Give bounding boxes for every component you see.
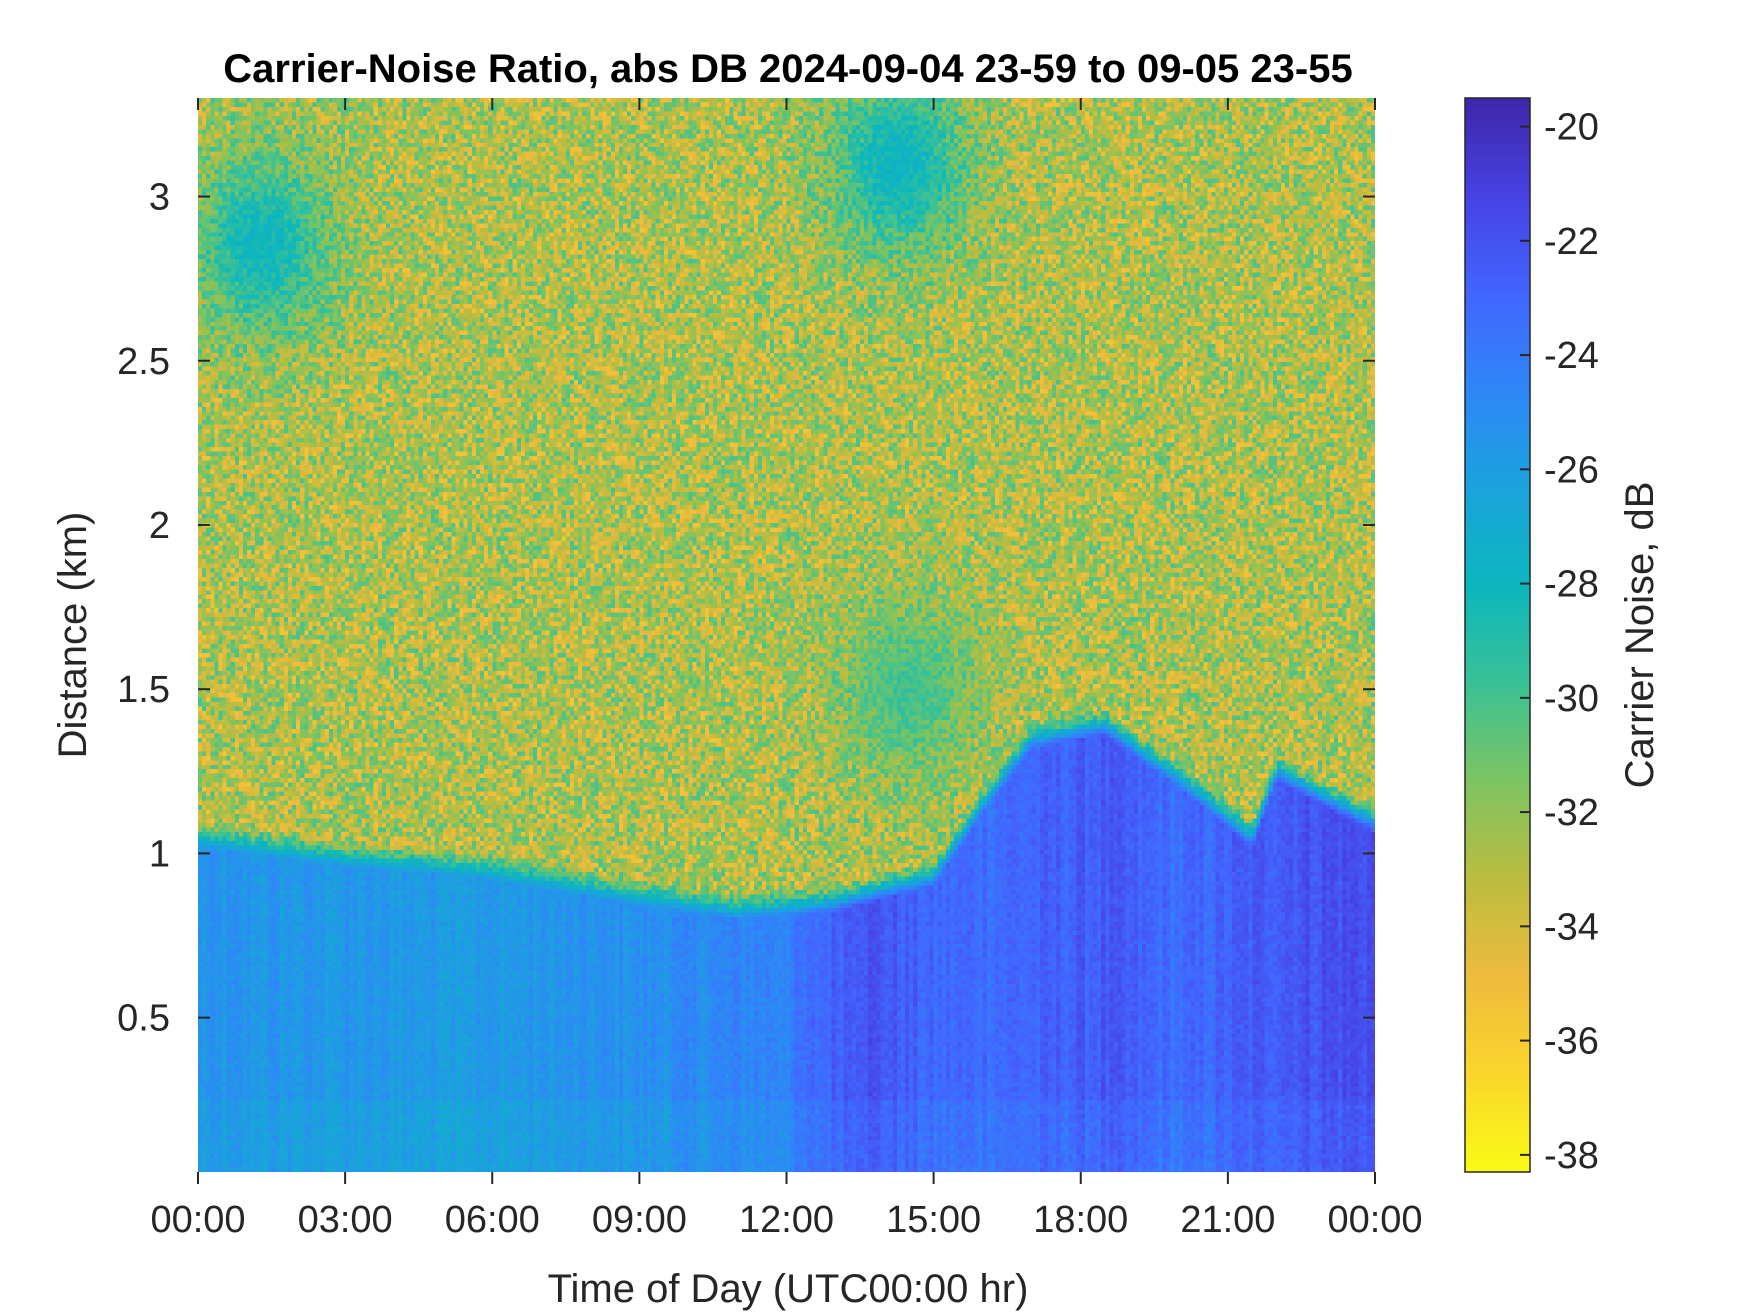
colorbar-tick-label: -32 bbox=[1544, 792, 1599, 834]
colorbar-tick-label: -20 bbox=[1544, 107, 1599, 149]
colorbar-tick-label: -36 bbox=[1544, 1021, 1599, 1063]
x-tick-label: 06:00 bbox=[445, 1199, 540, 1241]
x-tick-label: 00:00 bbox=[150, 1199, 245, 1241]
y-tick-label: 3 bbox=[149, 177, 170, 219]
colorbar-tick-label: -38 bbox=[1544, 1135, 1599, 1177]
x-tick-label: 12:00 bbox=[739, 1199, 834, 1241]
x-tick-label: 18:00 bbox=[1033, 1199, 1128, 1241]
y-axis: 0.5 1 1.5 2 2.5 3 bbox=[117, 177, 1375, 1040]
x-tick-label: 15:00 bbox=[886, 1199, 981, 1241]
heatmap-plot-area bbox=[198, 98, 1375, 1172]
x-tick-label: 09:00 bbox=[592, 1199, 687, 1241]
y-tick-label: 1 bbox=[149, 833, 170, 875]
colorbar-ticks: -20 -22 -24 -26 -28 -30 -32 -34 -36 -38 bbox=[1520, 107, 1599, 1177]
y-tick-label: 2 bbox=[149, 505, 170, 547]
x-axis-label: Time of Day (UTC00:00 hr) bbox=[548, 1267, 1029, 1311]
x-tick-label: 00:00 bbox=[1327, 1199, 1422, 1241]
colorbar-tick-label: -34 bbox=[1544, 906, 1599, 948]
colorbar-tick-label: -28 bbox=[1544, 564, 1599, 606]
x-axis: 00:00 03:00 06:00 09:00 12:00 15:00 18:00 21:00… bbox=[150, 98, 1423, 1241]
colorbar-gradient bbox=[1464, 97, 1531, 1173]
colorbar-tick-label: -24 bbox=[1544, 335, 1599, 377]
colorbar-label: Carrier Noise, dB bbox=[1618, 482, 1662, 789]
heatmap-image bbox=[198, 98, 1375, 1172]
y-tick-label: 0.5 bbox=[117, 998, 170, 1040]
colorbar-tick-label: -30 bbox=[1544, 678, 1599, 720]
x-tick-label: 03:00 bbox=[298, 1199, 393, 1241]
colorbar: -20 -22 -24 -26 -28 -30 -32 -34 -36 -38 bbox=[1464, 97, 1599, 1177]
y-tick-label: 2.5 bbox=[117, 341, 170, 383]
y-axis-label: Distance (km) bbox=[51, 512, 95, 759]
colorbar-tick-label: -22 bbox=[1544, 221, 1599, 263]
x-tick-label: 21:00 bbox=[1180, 1199, 1275, 1241]
chart-title: Carrier-Noise Ratio, abs DB 2024-09-04 2… bbox=[223, 47, 1352, 91]
y-tick-label: 1.5 bbox=[117, 669, 170, 711]
colorbar-tick-label: -26 bbox=[1544, 449, 1599, 491]
